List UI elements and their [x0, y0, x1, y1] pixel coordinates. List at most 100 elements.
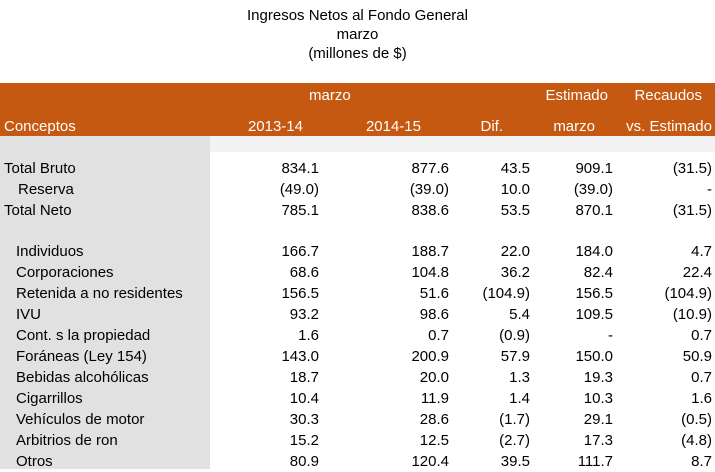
table-row: Corporaciones 68.6 104.8 36.2 82.4 22.4	[0, 262, 715, 283]
row-label: Otros	[16, 453, 53, 470]
row-label: Cont. s la propiedad	[16, 327, 151, 344]
value-estimado: 909.1	[575, 160, 613, 177]
value-dif: 1.4	[509, 390, 530, 407]
concepts-column-band	[0, 136, 210, 469]
value-vs-estimado: (104.9)	[664, 285, 712, 302]
header-marzo-group: marzo	[309, 87, 351, 104]
spacer-band	[210, 136, 715, 152]
value-2013-14: 18.7	[289, 369, 319, 386]
value-dif: 57.9	[500, 348, 530, 365]
value-dif: (104.9)	[482, 285, 530, 302]
value-2013-14: 156.5	[281, 285, 319, 302]
value-2014-15: 120.4	[411, 453, 449, 470]
value-estimado: 82.4	[583, 264, 613, 281]
header-conceptos: Conceptos	[4, 118, 76, 135]
value-2013-14: 93.2	[289, 306, 319, 323]
table-row: IVU 93.2 98.6 5.4 109.5 (10.9)	[0, 304, 715, 325]
value-dif: (2.7)	[499, 432, 530, 449]
table-row: Cont. s la propiedad 1.6 0.7 (0.9) - 0.7	[0, 325, 715, 346]
value-2013-14: (49.0)	[279, 181, 319, 198]
table-row: Total Neto 785.1 838.6 53.5 870.1 (31.5)	[0, 200, 715, 221]
value-vs-estimado: (31.5)	[672, 160, 712, 177]
value-2014-15: 200.9	[411, 348, 449, 365]
row-label: Bebidas alcohólicas	[16, 369, 149, 386]
value-estimado: 150.0	[575, 348, 613, 365]
value-vs-estimado: (31.5)	[672, 202, 712, 219]
value-dif: 43.5	[500, 160, 530, 177]
value-estimado: 184.0	[575, 243, 613, 260]
header-dif: Dif.	[480, 118, 504, 135]
value-2014-15: 838.6	[411, 202, 449, 219]
table-row: Individuos 166.7 188.7 22.0 184.0 4.7	[0, 241, 715, 262]
table-row: Vehículos de motor 30.3 28.6 (1.7) 29.1 (0.5)	[0, 409, 715, 430]
value-2014-15: 0.7	[428, 327, 449, 344]
report-period: marzo	[336, 26, 379, 43]
value-dif: 5.4	[509, 306, 530, 323]
value-2013-14: 10.4	[289, 390, 319, 407]
row-label: Reserva	[18, 181, 74, 198]
value-2014-15: 12.5	[419, 432, 449, 449]
value-2013-14: 166.7	[281, 243, 319, 260]
value-2014-15: 188.7	[411, 243, 449, 260]
value-2014-15: 11.9	[420, 390, 449, 407]
header-estimado: Estimado	[545, 87, 608, 104]
value-dif: 36.2	[500, 264, 530, 281]
row-label: Individuos	[16, 243, 84, 260]
value-2014-15: (39.0)	[409, 181, 449, 198]
row-label: Cigarrillos	[16, 390, 83, 407]
row-label: Retenida a no residentes	[16, 285, 183, 302]
value-2013-14: 1.6	[298, 327, 319, 344]
value-dif: 39.5	[500, 453, 530, 470]
value-dif: 22.0	[500, 243, 530, 260]
row-label: Foráneas (Ley 154)	[16, 348, 147, 365]
value-dif: 10.0	[500, 181, 530, 198]
header-year-2013-14: 2013-14	[247, 118, 303, 135]
value-2014-15: 98.6	[419, 306, 449, 323]
value-vs-estimado: 4.7	[691, 243, 712, 260]
row-label: Arbitrios de ron	[16, 432, 118, 449]
value-2013-14: 15.2	[289, 432, 319, 449]
value-2013-14: 143.0	[281, 348, 319, 365]
value-dif: (1.7)	[499, 411, 530, 428]
value-vs-estimado: 1.6	[691, 390, 712, 407]
table-row: Foráneas (Ley 154) 143.0 200.9 57.9 150.0 50.…	[0, 346, 715, 367]
value-estimado: 111.7	[577, 453, 613, 470]
value-estimado: -	[608, 327, 613, 344]
value-2013-14: 785.1	[281, 202, 319, 219]
value-2013-14: 68.6	[289, 264, 319, 281]
value-estimado: 29.1	[583, 411, 613, 428]
table-row: Retenida a no residentes 156.5 51.6 (104.9)…	[0, 283, 715, 304]
value-2014-15: 20.0	[419, 369, 449, 386]
row-label: IVU	[16, 306, 42, 323]
value-estimado: (39.0)	[573, 181, 613, 198]
header-marzo: marzo	[553, 118, 595, 135]
value-vs-estimado: 0.7	[691, 369, 712, 386]
value-2013-14: 834.1	[281, 160, 319, 177]
row-label: Vehículos de motor	[16, 411, 145, 428]
value-vs-estimado: (0.5)	[681, 411, 712, 428]
report-title: Ingresos Netos al Fondo General	[247, 7, 468, 24]
value-dif: (0.9)	[499, 327, 530, 344]
table-row: Arbitrios de ron 15.2 12.5 (2.7) 17.3 (4.8)	[0, 430, 715, 451]
value-vs-estimado: 0.7	[691, 327, 712, 344]
row-label: Corporaciones	[16, 264, 114, 281]
header-vs-estimado: vs. Estimado	[626, 118, 712, 135]
value-dif: 1.3	[509, 369, 530, 386]
value-estimado: 19.3	[583, 369, 613, 386]
value-2014-15: 877.6	[411, 160, 449, 177]
value-estimado: 10.3	[583, 390, 613, 407]
row-label: Total Neto	[4, 202, 72, 219]
value-2014-15: 104.8	[411, 264, 449, 281]
report-units: (millones de $)	[308, 45, 407, 62]
value-vs-estimado: (4.8)	[681, 432, 712, 449]
header-year-2014-15: 2014-15	[365, 118, 421, 135]
value-estimado: 156.5	[575, 285, 613, 302]
value-estimado: 870.1	[575, 202, 613, 219]
row-label: Total Bruto	[4, 160, 76, 177]
header-recaudos: Recaudos	[634, 87, 702, 104]
value-2014-15: 28.6	[419, 411, 449, 428]
value-dif: 53.5	[500, 202, 530, 219]
table-row: Otros 80.9 120.4 39.5 111.7 8.7	[0, 451, 715, 472]
value-vs-estimado: 8.7	[691, 453, 712, 470]
value-estimado: 17.3	[583, 432, 613, 449]
